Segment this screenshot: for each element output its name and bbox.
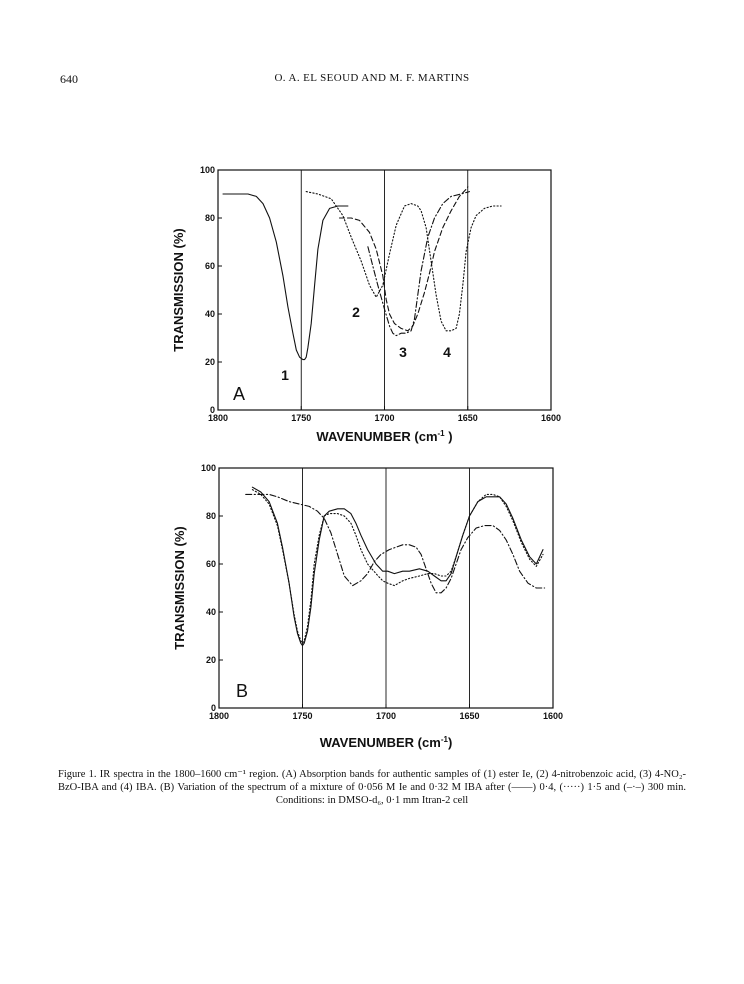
panel-a-series-2-line bbox=[338, 186, 469, 332]
panel-a-curve-label-2: 2 bbox=[352, 304, 360, 320]
panel-b: 1800 1750 1700 1650 1600 0 20 40 60 80 100 B WAVENUM… bbox=[172, 463, 563, 750]
panel-b-x-axis-title: WAVENUMBER (cm-1) bbox=[320, 735, 453, 750]
page-number: 640 bbox=[60, 72, 78, 86]
running-head: O. A. EL SEOUD AND M. F. MARTINS bbox=[274, 72, 470, 84]
panel-b-x-tick-label: 1700 bbox=[376, 711, 396, 721]
panel-b-y-tick-label: 20 bbox=[206, 655, 216, 665]
panel-b-x-axis-title-tail: ) bbox=[448, 735, 452, 750]
panel-a-x-axis-title-main: WAVENUMBER (cm bbox=[316, 429, 437, 444]
panel-b-series-3-line bbox=[245, 493, 546, 594]
panel-a: 1800 1750 1700 1650 1600 0 20 40 60 80 100 1 2 3 4 A WAV… bbox=[171, 165, 561, 444]
panel-a-series-4-line bbox=[305, 191, 502, 332]
panel-a-x-tick-label: 1800 bbox=[208, 413, 228, 423]
panel-b-series-2-line bbox=[251, 489, 544, 644]
panel-a-x-tick-label: 1650 bbox=[458, 413, 478, 423]
panel-b-x-axis-title-main: WAVENUMBER (cm bbox=[320, 735, 441, 750]
panel-b-x-tick-label: 1650 bbox=[459, 711, 479, 721]
panel-b-y-tick-label: 0 bbox=[211, 703, 216, 713]
figure-caption: Figure 1. IR spectra in the 1800–1600 cm… bbox=[58, 769, 686, 806]
panel-b-series-1-line bbox=[251, 486, 544, 647]
panel-b-label: B bbox=[236, 681, 248, 701]
panel-b-y-axis-title: TRANSMISSION (%) bbox=[172, 526, 187, 650]
panel-a-y-tick-label: 100 bbox=[200, 165, 215, 175]
panel-b-x-tick-label: 1600 bbox=[543, 711, 563, 721]
panel-a-x-axis-title-tail: ) bbox=[445, 429, 453, 444]
panel-b-y-tick-label: 100 bbox=[201, 463, 216, 473]
panel-a-series-3-line bbox=[367, 191, 470, 337]
panel-a-curve-label-3: 3 bbox=[399, 344, 407, 360]
panel-a-x-tick-label: 1700 bbox=[374, 413, 394, 423]
figure-1: 1800 1750 1700 1650 1600 0 20 40 60 80 100 1 2 3 4 A WAV… bbox=[171, 165, 563, 750]
panel-b-x-axis-title-sup: -1 bbox=[441, 735, 449, 744]
panel-a-x-tick-label: 1750 bbox=[291, 413, 311, 423]
panel-a-y-tick-label: 40 bbox=[205, 309, 215, 319]
panel-a-y-tick-label: 0 bbox=[210, 405, 215, 415]
panel-a-curve-label-4: 4 bbox=[443, 344, 451, 360]
panel-a-series-1-line bbox=[222, 193, 349, 361]
panel-a-x-axis-title: WAVENUMBER (cm-1 ) bbox=[316, 429, 452, 444]
panel-b-y-tick-label: 80 bbox=[206, 511, 216, 521]
panel-b-y-tick-label: 40 bbox=[206, 607, 216, 617]
panel-a-x-tick-label: 1600 bbox=[541, 413, 561, 423]
panel-a-y-tick-label: 80 bbox=[205, 213, 215, 223]
panel-b-y-tick-label: 60 bbox=[206, 559, 216, 569]
panel-b-x-tick-label: 1750 bbox=[292, 711, 312, 721]
panel-b-x-tick-label: 1800 bbox=[209, 711, 229, 721]
panel-a-curve-label-1: 1 bbox=[281, 367, 289, 383]
panel-a-y-tick-label: 20 bbox=[205, 357, 215, 367]
panel-a-y-axis-title: TRANSMISSION (%) bbox=[171, 228, 186, 352]
panel-a-y-tick-label: 60 bbox=[205, 261, 215, 271]
panel-a-x-axis-title-sup: -1 bbox=[438, 429, 446, 438]
panel-a-label: A bbox=[233, 384, 245, 404]
